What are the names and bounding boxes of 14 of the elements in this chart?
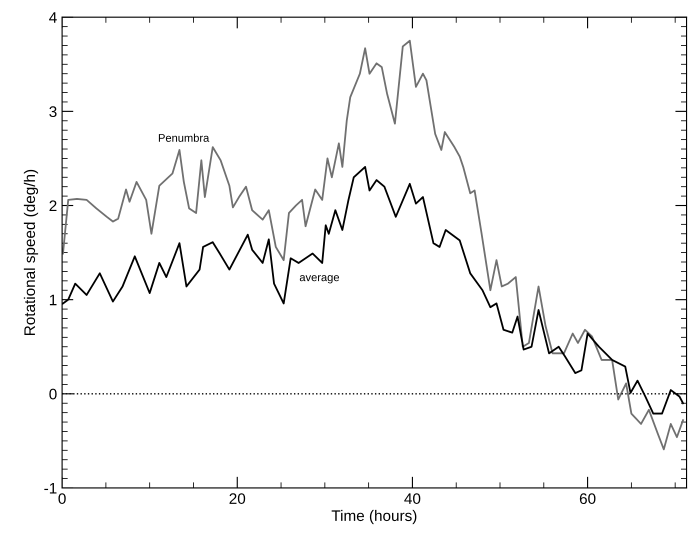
y-tick-label: 4: [49, 12, 57, 23]
y-tick-label: 2: [50, 200, 56, 212]
x-tick-label: 60: [580, 493, 596, 504]
series-label: Penumbra: [158, 134, 210, 142]
series-label: average: [300, 275, 340, 284]
x-axis-title: Time (hours): [332, 510, 416, 524]
y-tick-label: 1: [50, 294, 56, 306]
y-tick-label: 0: [49, 388, 57, 400]
x-tick-label: 0: [58, 493, 66, 504]
x-tick-label: 20: [230, 493, 246, 504]
y-tick-label: 3: [49, 106, 57, 118]
y-axis-title: Rotational speed (deg/h): [24, 170, 38, 335]
x-tick-label: 40: [404, 493, 420, 504]
y-tick-label: -1: [44, 482, 56, 494]
